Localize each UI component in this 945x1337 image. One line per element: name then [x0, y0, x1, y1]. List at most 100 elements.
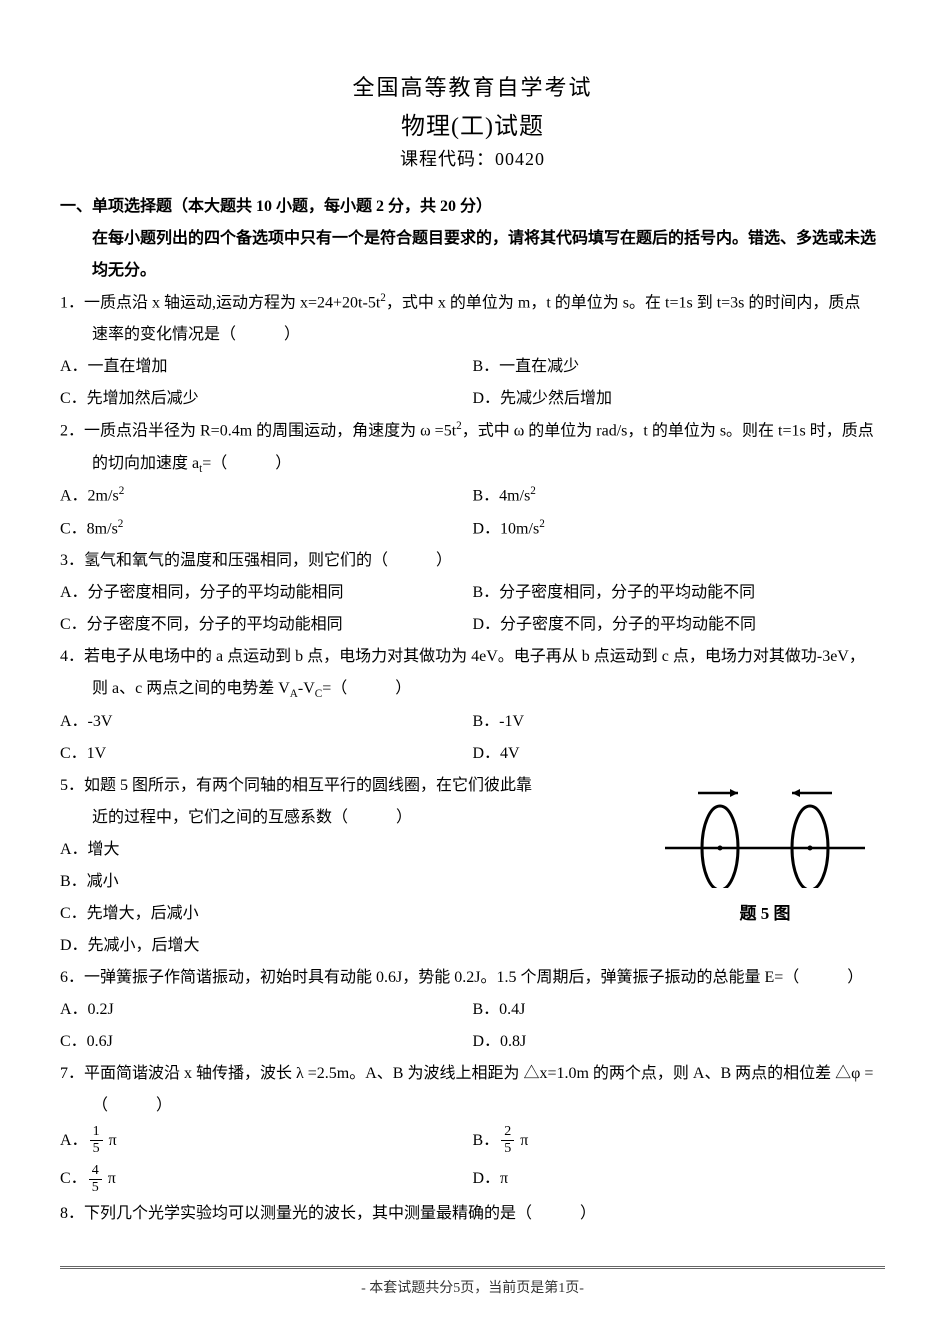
page-footer: - 本套试题共分5页，当前页是第1页- — [60, 1266, 885, 1297]
q7-opt-c: C．45 π — [60, 1160, 473, 1198]
q5-opt-b: B．减小 — [60, 866, 645, 898]
q3-stem: 3．氢气和氧气的温度和压强相同，则它们的（ ） — [60, 545, 885, 577]
q7-opt-b: B．25 π — [473, 1122, 886, 1160]
q6-opts-row2: C．0.6J D．0.8J — [60, 1026, 885, 1058]
q2-stem-line1: 2．一质点沿半径为 R=0.4m 的周围运动，角速度为 ω =5t2，式中 ω … — [60, 415, 885, 447]
q7-opt-a-pre: A． — [60, 1132, 88, 1149]
section-1-instruction-2: 均无分。 — [60, 255, 885, 287]
q8-stem: 8．下列几个光学实验均可以测量光的波长，其中测量最精确的是（ ） — [60, 1198, 885, 1230]
q5-stem-line2: 近的过程中，它们之间的互感系数（ ） — [60, 802, 645, 834]
q2-opt-d: D．10m/s2 — [473, 513, 886, 545]
q6-stem: 6．一弹簧振子作简谐振动，初始时具有动能 0.6J，势能 0.2J。1.5 个周… — [60, 962, 885, 994]
q7-opt-d: D．π — [473, 1160, 886, 1198]
q7-opt-a-frac: 15 — [90, 1125, 103, 1156]
q3-opt-d: D．分子密度不同，分子的平均动能不同 — [473, 609, 886, 641]
q1-opts-row1: A．一直在增加 B．一直在减少 — [60, 351, 885, 383]
section-1-heading: 一、单项选择题（本大题共 10 小题，每小题 2 分，共 20 分） — [60, 191, 885, 223]
q7-opt-b-den: 5 — [501, 1141, 514, 1156]
q2-opt-d-sup: 2 — [539, 518, 545, 530]
q2-opt-c-sup: 2 — [118, 518, 124, 530]
q2-stem-part4: =（ ） — [202, 455, 291, 472]
q2-opts-row2: C．8m/s2 D．10m/s2 — [60, 513, 885, 545]
q1-opt-a: A．一直在增加 — [60, 351, 473, 383]
q3-opt-b: B．分子密度相同，分子的平均动能不同 — [473, 577, 886, 609]
q1-opt-c: C．先增加然后减少 — [60, 383, 473, 415]
q2-opt-a-text: A．2m/s — [60, 488, 119, 505]
q1-stem-part1: 1．一质点沿 x 轴运动,运动方程为 x=24+20t-5t — [60, 294, 380, 311]
q4-stem-2a: 则 a、c 两点之间的电势差 V — [92, 680, 290, 697]
q2-stem-part2: ，式中 ω 的单位为 rad/s，t 的单位为 s。则在 t=1s 时，质点 — [462, 423, 874, 440]
q5-stem-line1: 5．如题 5 图所示，有两个同轴的相互平行的圆线圈，在它们彼此靠 — [60, 770, 645, 802]
q5-left: 5．如题 5 图所示，有两个同轴的相互平行的圆线圈，在它们彼此靠 近的过程中，它… — [60, 770, 645, 962]
q7-opt-b-frac: 25 — [501, 1125, 514, 1156]
q4-opt-c: C．1V — [60, 738, 473, 770]
q3-opt-c: C．分子密度不同，分子的平均动能相同 — [60, 609, 473, 641]
q6-opt-c: C．0.6J — [60, 1026, 473, 1058]
q7-opt-a-num: 1 — [90, 1125, 103, 1141]
q7-stem-line1: 7．平面简谐波沿 x 轴传播，波长 λ =2.5m。A、B 为波线上相距为 △x… — [60, 1058, 885, 1090]
q7-opts-row2: C．45 π D．π — [60, 1160, 885, 1198]
q3-opt-a: A．分子密度相同，分子的平均动能相同 — [60, 577, 473, 609]
q4-stem-line2: 则 a、c 两点之间的电势差 VA-VC=（ ） — [60, 673, 885, 706]
coil-diagram-icon — [660, 778, 870, 888]
q5-opt-c: C．先增大，后减小 — [60, 898, 645, 930]
q7-opt-a-den: 5 — [90, 1141, 103, 1156]
q1-opt-b: B．一直在减少 — [473, 351, 886, 383]
q7-opt-b-post: π — [516, 1132, 528, 1149]
q5-figure: 题 5 图 — [645, 770, 885, 962]
q6-opt-b: B．0.4J — [473, 994, 886, 1026]
title-main: 全国高等教育自学考试 — [60, 70, 885, 102]
q6-opt-d: D．0.8J — [473, 1026, 886, 1058]
q7-opts-row1: A．15 π B．25 π — [60, 1122, 885, 1160]
q2-opt-c: C．8m/s2 — [60, 513, 473, 545]
q2-opt-d-text: D．10m/s — [473, 520, 540, 537]
q2-opts-row1: A．2m/s2 B．4m/s2 — [60, 480, 885, 512]
q7-opt-c-pre: C． — [60, 1170, 87, 1187]
q2-opt-a-sup: 2 — [119, 485, 125, 497]
q2-opt-a: A．2m/s2 — [60, 480, 473, 512]
q4-opts-row2: C．1V D．4V — [60, 738, 885, 770]
q1-stem-line1: 1．一质点沿 x 轴运动,运动方程为 x=24+20t-5t2，式中 x 的单位… — [60, 287, 885, 319]
q7-opt-c-den: 5 — [89, 1180, 102, 1195]
q7-opt-b-pre: B． — [473, 1132, 500, 1149]
q4-opt-d: D．4V — [473, 738, 886, 770]
q4-stem-2b: -V — [298, 680, 315, 697]
q2-stem-line2: 的切向加速度 at=（ ） — [60, 448, 885, 481]
q5-fig-caption: 题 5 图 — [645, 899, 885, 924]
q2-opt-c-text: C．8m/s — [60, 520, 118, 537]
q5-wrap: 5．如题 5 图所示，有两个同轴的相互平行的圆线圈，在它们彼此靠 近的过程中，它… — [60, 770, 885, 962]
q7-opt-c-frac: 45 — [89, 1164, 102, 1195]
q4-stem-2c: =（ ） — [322, 680, 411, 697]
q2-opt-b-sup: 2 — [530, 485, 536, 497]
q6-opt-a: A．0.2J — [60, 994, 473, 1026]
q2-stem-part1: 2．一质点沿半径为 R=0.4m 的周围运动，角速度为 ω =5t — [60, 423, 456, 440]
q3-opts-row1: A．分子密度相同，分子的平均动能相同 B．分子密度相同，分子的平均动能不同 — [60, 577, 885, 609]
q4-opt-a: A．-3V — [60, 706, 473, 738]
q4-stem-subA: A — [290, 688, 298, 700]
q7-opt-b-num: 2 — [501, 1125, 514, 1141]
q7-opt-a-post: π — [105, 1132, 117, 1149]
q1-opt-d: D．先减少然后增加 — [473, 383, 886, 415]
q7-opt-c-post: π — [104, 1170, 116, 1187]
q5-opt-a: A．增大 — [60, 834, 645, 866]
title-code: 课程代码：00420 — [60, 145, 885, 171]
exam-header: 全国高等教育自学考试 物理(工)试题 课程代码：00420 — [60, 70, 885, 171]
q5-opt-d: D．先减小，后增大 — [60, 930, 645, 962]
q1-opts-row2: C．先增加然后减少 D．先减少然后增加 — [60, 383, 885, 415]
q3-opts-row2: C．分子密度不同，分子的平均动能相同 D．分子密度不同，分子的平均动能不同 — [60, 609, 885, 641]
footer-text: - 本套试题共分5页，当前页是第1页- — [361, 1281, 584, 1296]
q7-stem-line2: （ ） — [60, 1090, 885, 1122]
q7-opt-a: A．15 π — [60, 1122, 473, 1160]
q2-stem-part3: 的切向加速度 a — [92, 455, 199, 472]
q4-stem-line1: 4．若电子从电场中的 a 点运动到 b 点，电场力对其做功为 4eV。电子再从 … — [60, 641, 885, 673]
section-1-instruction-1: 在每小题列出的四个备选项中只有一个是符合题目要求的，请将其代码填写在题后的括号内… — [60, 223, 885, 255]
q4-opt-b: B．-1V — [473, 706, 886, 738]
q2-opt-b-text: B．4m/s — [473, 488, 531, 505]
q6-opts-row1: A．0.2J B．0.4J — [60, 994, 885, 1026]
q1-stem-part2: ，式中 x 的单位为 m，t 的单位为 s。在 t=1s 到 t=3s 的时间内… — [386, 294, 861, 311]
q4-opts-row1: A．-3V B．-1V — [60, 706, 885, 738]
title-sub: 物理(工)试题 — [60, 106, 885, 141]
q2-opt-b: B．4m/s2 — [473, 480, 886, 512]
q7-opt-c-num: 4 — [89, 1164, 102, 1180]
q1-stem-line2: 速率的变化情况是（ ） — [60, 319, 885, 351]
